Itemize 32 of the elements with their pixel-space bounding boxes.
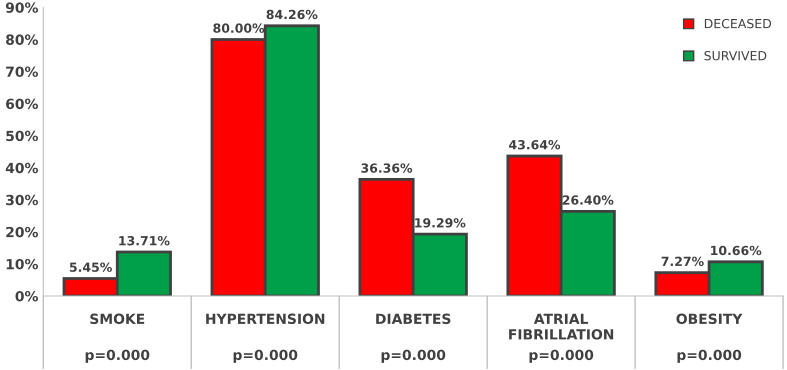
y-tick-label: 20% [6, 226, 38, 238]
y-tick-label: 50% [6, 130, 38, 142]
text: p=0.000 [530, 350, 594, 363]
y-tick-label: 90% [6, 2, 38, 13]
text: p=0.000 [86, 350, 150, 363]
data-label: 26.40% [562, 195, 614, 205]
x-tick-label: OBESITY [676, 314, 743, 324]
data-label: 5.45% [70, 262, 112, 272]
text: p=0.000 [234, 350, 298, 363]
y-tick-label: 70% [6, 66, 38, 78]
data-label: 36.36% [361, 163, 412, 173]
y-tick-label: 30% [6, 194, 38, 206]
legend-label: DECEASED [704, 18, 772, 28]
data-label: 19.29% [415, 218, 466, 228]
data-label: 13.71% [119, 236, 170, 246]
y-tick-label: 0% [16, 290, 38, 302]
y-tick-label: 10% [6, 258, 38, 270]
y-tick-label: 40% [6, 162, 38, 174]
data-label: 80.00% [213, 23, 264, 33]
text: p=0.000 [678, 350, 742, 363]
data-label: 10.66% [711, 246, 762, 256]
x-tick-label: ATRIAL FIBRILLATION [509, 314, 614, 340]
data-label: 43.64% [509, 140, 560, 150]
text: p=0.000 [382, 350, 446, 363]
data-label: 84.26% [266, 10, 318, 20]
data-label: 7.27% [662, 256, 704, 266]
x-tick-label: DIABETES [376, 314, 450, 324]
x-tick-label: SMOKE [90, 314, 144, 324]
y-tick-label: 60% [6, 98, 38, 110]
x-tick-label: HYPERTENSION [206, 314, 324, 324]
y-tick-label: 80% [6, 34, 38, 45]
legend-label: SURVIVED [704, 50, 766, 60]
